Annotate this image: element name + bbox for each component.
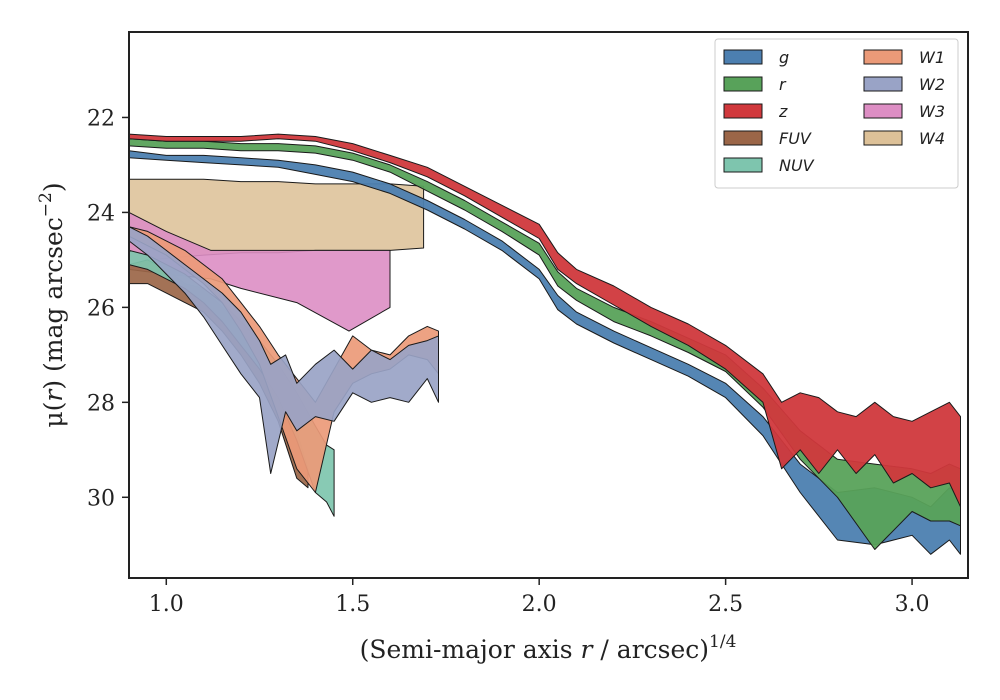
legend-swatch-nuv: [723, 157, 763, 173]
y-tick-label: 22: [87, 106, 115, 131]
plot-frame: [128, 31, 969, 579]
y-axis-label: μ(r) (mag arcsec−2): [36, 182, 68, 427]
legend: grz FUV NUV W1 W2 W3 W4: [714, 38, 959, 189]
legend-label-z: z: [778, 102, 788, 121]
y-tick-label: 28: [87, 391, 115, 416]
legend-label-w3: W3: [919, 102, 945, 121]
band-w2: [129, 226, 439, 474]
legend-swatch-g: [723, 49, 763, 65]
legend-swatch-z: [723, 103, 763, 119]
legend-swatch-w4: [863, 130, 903, 146]
band-z: [129, 133, 961, 508]
legend-swatch-r: [723, 76, 763, 92]
x-axis-ticks: 1.0 1.5 2.0 2.5 3.0: [149, 578, 930, 617]
x-tick-label: 2.0: [522, 592, 557, 617]
legend-swatch-w2: [863, 76, 903, 92]
legend-label-r: r: [779, 75, 787, 94]
y-tick-label: 26: [87, 296, 115, 321]
band-r: [129, 138, 961, 550]
legend-swatch-w3: [863, 103, 903, 119]
x-tick-label: 2.5: [708, 592, 743, 617]
x-tick-label: 3.0: [895, 592, 930, 617]
y-axis-ticks: 22 24 26 28 30: [87, 106, 129, 511]
legend-swatch-w1: [863, 49, 903, 65]
y-tick-label: 24: [87, 201, 115, 226]
legend-swatch-fuv: [723, 130, 763, 146]
data-areas: [129, 133, 961, 555]
x-tick-label: 1.0: [149, 592, 184, 617]
x-tick-label: 1.5: [335, 592, 370, 617]
y-tick-label: 30: [87, 486, 115, 511]
legend-label-fuv: FUV: [779, 129, 812, 148]
legend-label-w1: W1: [919, 48, 945, 67]
legend-box: [714, 38, 959, 189]
legend-label-g: g: [779, 48, 789, 67]
legend-label-w4: W4: [919, 129, 945, 148]
legend-label-w2: W2: [919, 75, 945, 94]
legend-label-nuv: NUV: [779, 156, 815, 175]
x-axis-label: (Semi-major axis r / arcsec)1/4: [360, 632, 737, 664]
